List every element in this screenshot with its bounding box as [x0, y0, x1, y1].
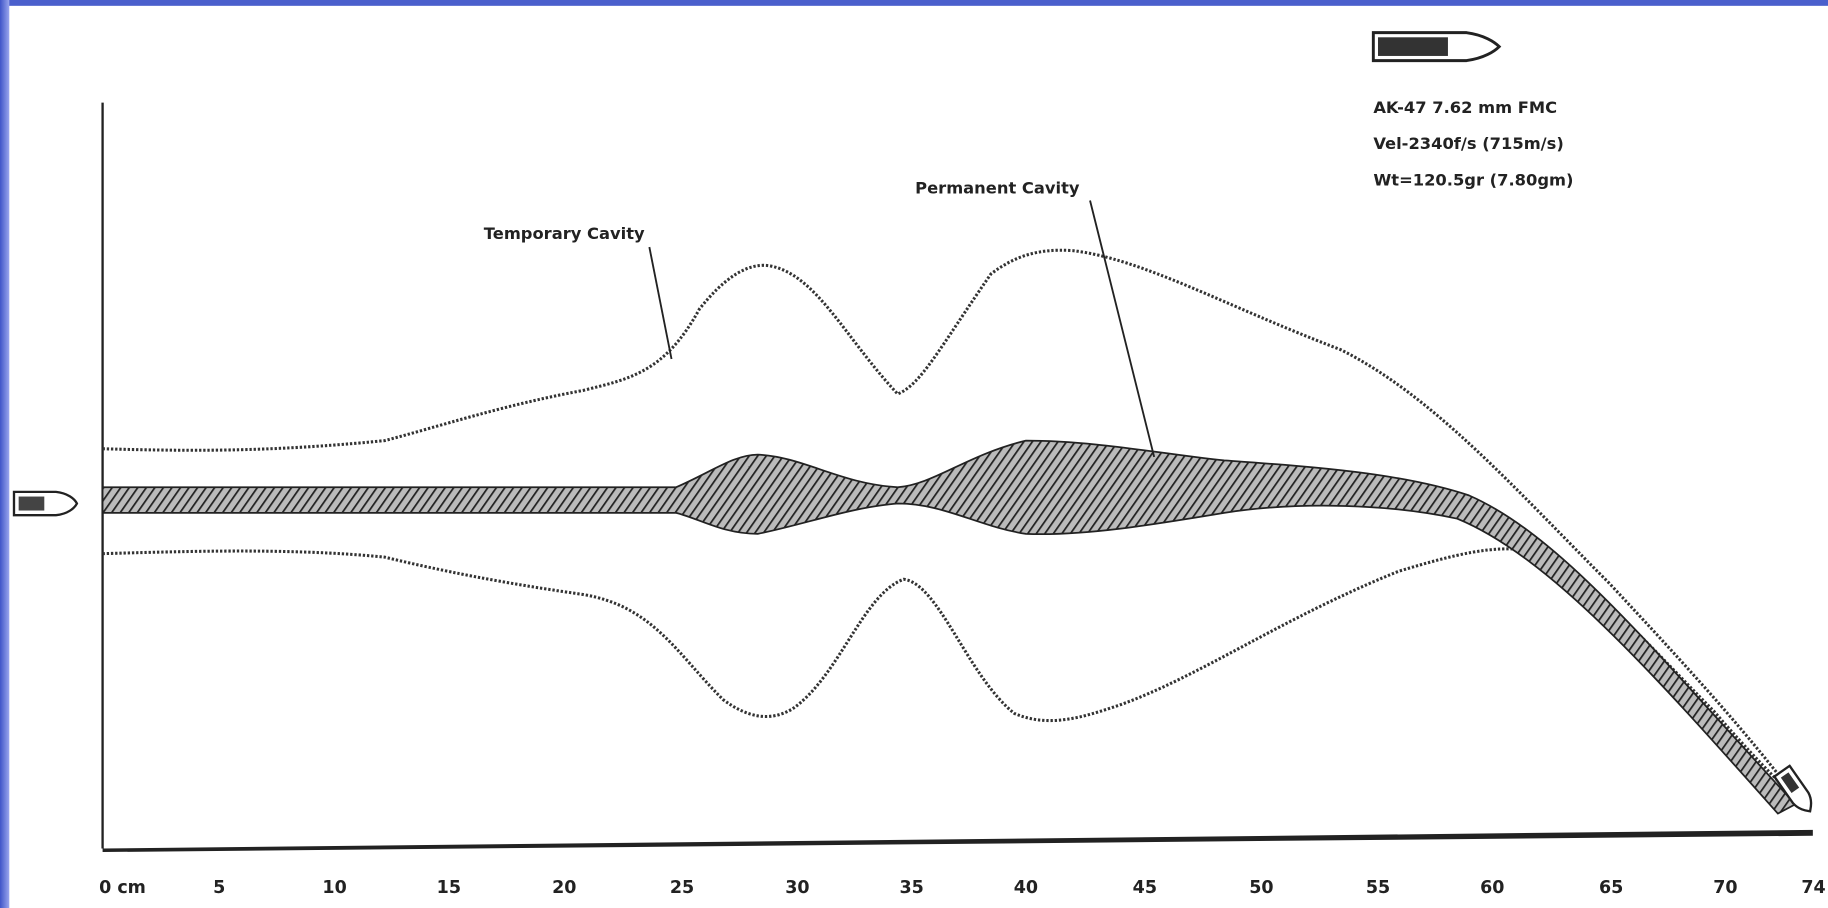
- x-tick-label: 70: [1713, 878, 1737, 898]
- x-tick-label: 74: [1801, 878, 1825, 898]
- x-tick-label: 45: [1133, 878, 1157, 898]
- bullet-info: AK-47 7.62 mm FMC Vel-2340f/s (715m/s) Wt=…: [1373, 98, 1573, 189]
- temporary-cavity-label: Temporary Cavity: [484, 224, 645, 243]
- x-tick-label: 65: [1599, 878, 1623, 898]
- top-border: [0, 0, 1828, 6]
- bullet-icon: [14, 492, 77, 515]
- bullet-info-line: Vel-2340f/s (715m/s): [1373, 134, 1563, 153]
- x-tick-label: 5: [213, 878, 225, 898]
- x-tick-label: 10: [322, 878, 346, 898]
- x-tick-label: 35: [900, 878, 924, 898]
- x-tick-label: 55: [1366, 878, 1390, 898]
- permanent-cavity-label: Permanent Cavity: [915, 178, 1080, 197]
- left-border: [0, 0, 9, 908]
- x-tick-label: 60: [1480, 878, 1504, 898]
- x-tick-label: 15: [437, 878, 461, 898]
- x-tick-label: 25: [670, 878, 694, 898]
- x-tick-label: 40: [1014, 878, 1038, 898]
- bullet-info-line: Wt=120.5gr (7.80gm): [1373, 170, 1573, 189]
- x-tick-label: 20: [552, 878, 576, 898]
- bullet-info-line: AK-47 7.62 mm FMC: [1373, 98, 1557, 117]
- page: Temporary Cavity Permanent Cavity 0 cm 5 1…: [0, 0, 1828, 908]
- diagram: Temporary Cavity Permanent Cavity 0 cm 5 1…: [0, 0, 1828, 908]
- x-tick-label: 50: [1249, 878, 1273, 898]
- x-tick-label: 30: [785, 878, 809, 898]
- x-tick-label: 0 cm: [99, 878, 146, 898]
- bullet-icon: [1373, 33, 1499, 61]
